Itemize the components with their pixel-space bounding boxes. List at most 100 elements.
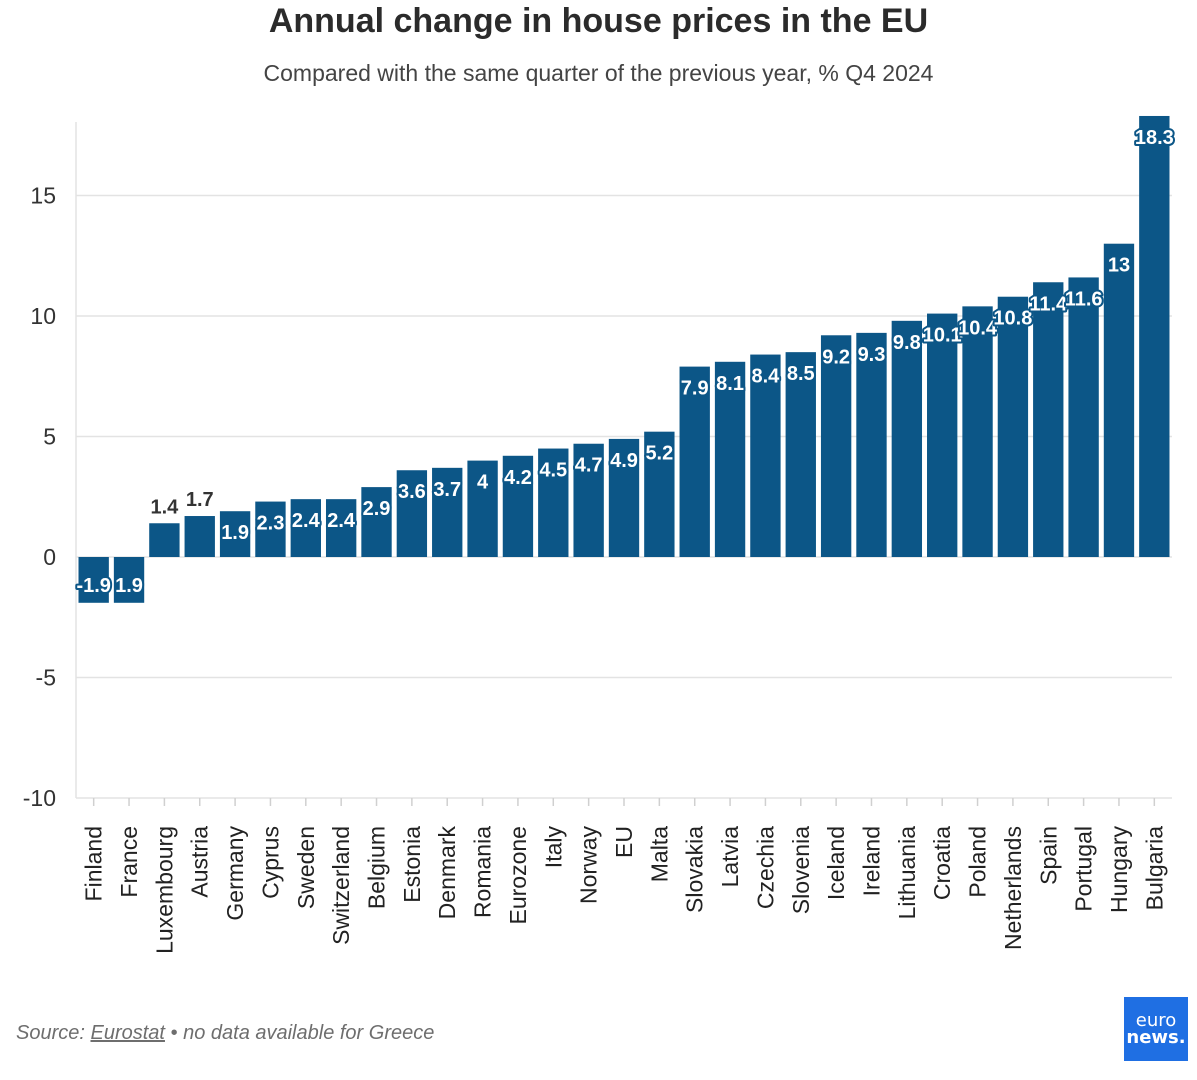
x-tick-label: Ireland <box>858 826 884 896</box>
data-label: 4.9 <box>610 450 638 472</box>
data-label: 1.9 <box>115 575 143 597</box>
bar-slovenia <box>785 352 816 557</box>
data-label: 2.4 <box>327 510 356 532</box>
x-tick-label: Czechia <box>752 826 778 909</box>
data-label: 2.9 <box>363 498 391 520</box>
x-tick-label: Belgium <box>364 826 390 909</box>
y-tick-label: -10 <box>23 785 56 811</box>
bar-malta <box>644 431 675 557</box>
data-label: 7.9 <box>681 378 709 400</box>
x-tick-label: France <box>116 826 142 898</box>
data-label: 9.3 <box>858 344 886 366</box>
data-label: 1.4 <box>150 496 179 518</box>
data-label: -1.9 <box>76 575 110 597</box>
bar-austria <box>184 516 215 557</box>
data-label: 9.8 <box>893 332 921 354</box>
data-label: 4.5 <box>539 460 567 482</box>
chart-subtitle: Compared with the same quarter of the pr… <box>263 60 934 86</box>
bar-germany <box>219 511 251 557</box>
x-tick-label: Portugal <box>1071 826 1097 912</box>
bar-eu <box>608 438 640 557</box>
bar-chart: -10 -5 0 5 10 15 Finland France Luxembourg Austri… <box>23 115 1176 954</box>
x-tick-label: Eurozone <box>505 826 531 924</box>
x-tick-label: Romania <box>470 826 496 918</box>
x-tick-label: Switzerland <box>328 826 354 945</box>
x-tick-label: Norway <box>576 826 602 904</box>
bar-estonia <box>396 470 428 557</box>
data-label: 5.2 <box>645 443 673 465</box>
x-tick-label: EU <box>611 826 637 858</box>
data-label: 3.6 <box>398 481 426 503</box>
x-tick-label: Hungary <box>1106 826 1132 913</box>
euronews-logo: euro news. <box>1124 997 1188 1061</box>
bar-luxembourg <box>149 523 180 557</box>
bar-italy <box>538 448 569 557</box>
data-label: 8.4 <box>752 366 781 388</box>
x-tick-label: Latvia <box>717 826 743 888</box>
bar-croatia <box>927 313 958 557</box>
x-tick-label: Cyprus <box>257 826 283 899</box>
x-tick-label: Lithuania <box>894 826 920 920</box>
x-tick-label: Malta <box>646 826 672 882</box>
x-tick-label: Poland <box>965 826 991 898</box>
x-tick-label: Sweden <box>293 826 319 909</box>
x-tick-label: Slovakia <box>682 826 708 913</box>
data-label: 18.3 <box>1135 127 1174 149</box>
x-tick-label: Netherlands <box>1000 826 1026 950</box>
bar-norway <box>573 443 604 557</box>
bar-iceland <box>820 335 852 557</box>
bar-switzerland <box>325 499 357 557</box>
logo-text-euro: euro <box>1135 1010 1177 1031</box>
data-label: 2.3 <box>257 513 285 535</box>
x-tick-label: Bulgaria <box>1141 826 1167 911</box>
x-tick-label: Spain <box>1035 826 1061 885</box>
bar-czechia <box>750 354 781 557</box>
bar-portugal <box>1068 277 1099 557</box>
y-tick-label: -5 <box>36 665 56 691</box>
bar-france <box>113 557 145 603</box>
x-tick-label: Germany <box>222 826 248 921</box>
x-tick-label: Estonia <box>399 826 425 903</box>
data-label: 1.9 <box>221 522 249 544</box>
data-label: 3.7 <box>433 479 461 501</box>
x-tick-label: Italy <box>540 826 566 869</box>
bar-cyprus <box>255 501 286 557</box>
data-label: 13 <box>1108 255 1130 277</box>
chart-title: Annual change in house prices in the EU <box>268 2 929 40</box>
data-label: 8.5 <box>787 363 815 385</box>
data-label: 11.4 <box>1029 293 1068 315</box>
data-label: 11.6 <box>1065 288 1103 310</box>
axes: -10 -5 0 5 10 15 Finland France Luxembourg Austri… <box>23 122 1172 954</box>
bar-finland <box>78 557 109 603</box>
bar-eurozone <box>502 455 534 557</box>
data-label: 4.2 <box>504 467 532 489</box>
data-label: 10.4 <box>958 317 998 339</box>
source-link[interactable]: Eurostat <box>90 1022 165 1044</box>
x-tick-label: Iceland <box>823 826 849 900</box>
bar-netherlands <box>997 296 1029 557</box>
data-label: 4.7 <box>575 455 603 477</box>
y-tick-label: 5 <box>43 424 56 450</box>
x-tick-label: Austria <box>187 826 213 898</box>
y-tick-label: 15 <box>30 183 56 209</box>
bar-poland <box>962 306 993 557</box>
x-tick-label: Denmark <box>434 826 460 920</box>
bar-spain <box>1033 282 1064 557</box>
source-suffix: • no data available for Greece <box>164 1022 435 1044</box>
x-tick-label: Slovenia <box>788 826 814 914</box>
x-tick-label: Finland <box>81 826 107 901</box>
bar-hungary <box>1103 243 1135 557</box>
bar-belgium <box>361 487 392 557</box>
bar-romania <box>467 460 498 557</box>
bar-latvia <box>714 361 746 557</box>
data-label: 10.1 <box>923 325 962 347</box>
data-label: 1.7 <box>186 489 214 511</box>
y-tick-label: 10 <box>30 303 56 329</box>
data-label: 10.8 <box>993 308 1032 330</box>
data-labels: -1.9 1.91.4 1.71.9 2.3 2.4 2.42.93.6 3.7 4 4.2 4.… <box>74 125 1175 599</box>
x-tick-label: Luxembourg <box>151 826 177 954</box>
logo-text-news: news. <box>1126 1027 1186 1048</box>
y-tick-label: 0 <box>43 544 56 570</box>
data-label: 8.1 <box>716 373 744 395</box>
source-prefix: Source: <box>16 1022 91 1044</box>
